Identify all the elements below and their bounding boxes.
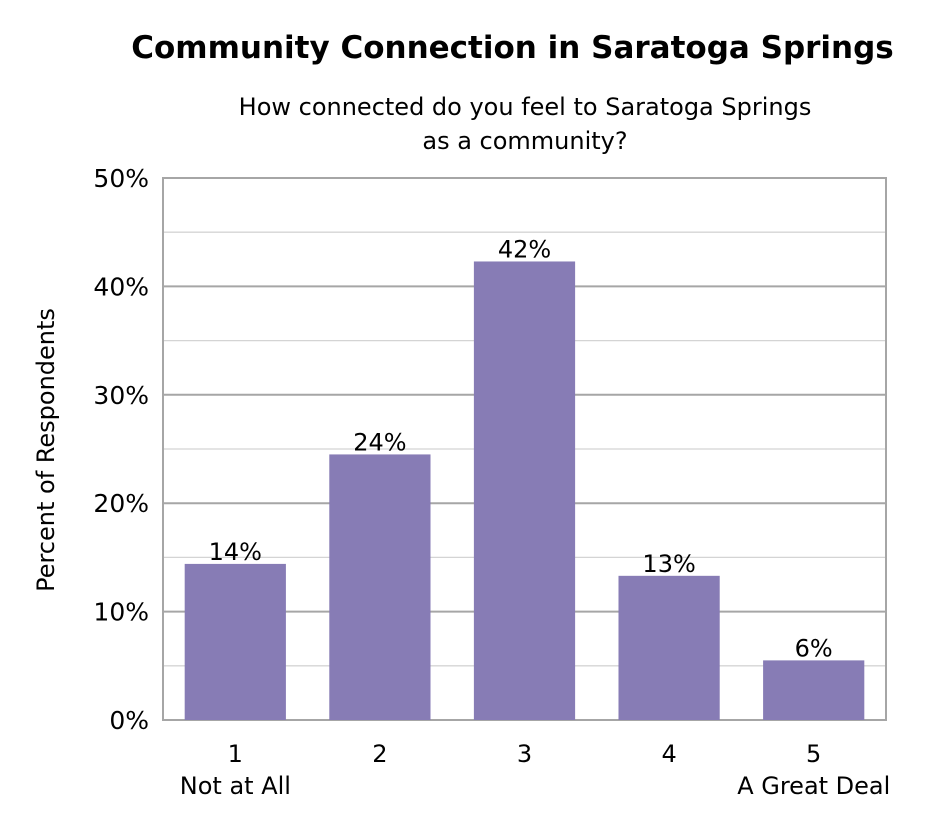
y-tick-label: 50%: [93, 164, 149, 193]
bar: [618, 575, 720, 720]
bar: [329, 454, 431, 720]
y-tick-label: 0%: [109, 706, 149, 735]
x-tick-label: 5: [806, 740, 821, 768]
chart-subtitle: How connected do you feel to Saratoga Sp…: [200, 90, 850, 158]
x-tick-label: 1: [228, 740, 243, 768]
chart-title: Community Connection in Saratoga Springs: [131, 30, 894, 66]
data-label: 13%: [642, 550, 695, 578]
category-sublabel-first: Not at All: [179, 772, 291, 800]
y-tick-label: 20%: [93, 489, 149, 518]
x-tick-label: 2: [372, 740, 387, 768]
bar: [473, 261, 576, 720]
data-label: 6%: [795, 634, 833, 662]
chart-subtitle-line-1: How connected do you feel to Saratoga Sp…: [238, 93, 812, 121]
data-label: 24%: [353, 428, 406, 456]
y-tick-label: 10%: [93, 598, 149, 627]
bar: [184, 563, 286, 720]
x-tick-label: 3: [517, 740, 532, 768]
y-tick-label: 40%: [93, 272, 149, 301]
category-sublabel-last: A Great Deal: [737, 772, 891, 800]
bar: [763, 660, 865, 720]
data-label: 42%: [498, 235, 551, 263]
x-tick-label: 4: [661, 740, 676, 768]
chart-subtitle-line-2: as a community?: [422, 127, 628, 155]
data-label: 14%: [209, 538, 262, 566]
y-tick-label: 30%: [93, 381, 149, 410]
